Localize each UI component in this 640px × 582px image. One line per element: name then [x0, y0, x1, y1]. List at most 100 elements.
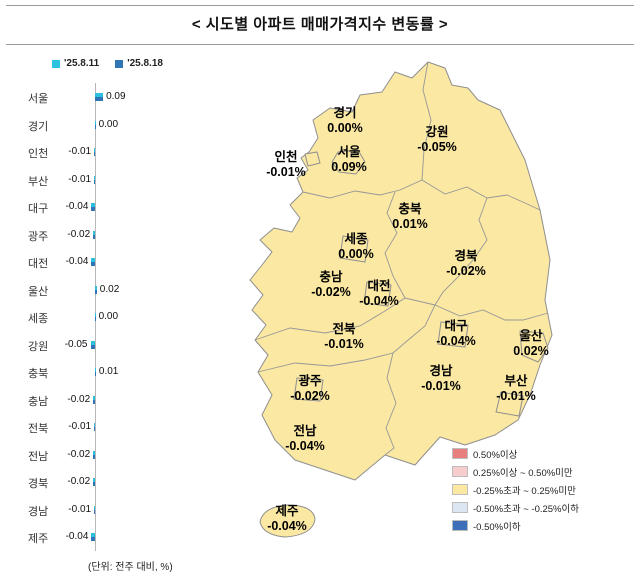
bar-prev-week: [94, 505, 95, 510]
map-label: 경북 -0.02%: [446, 249, 486, 279]
bar-region-label: 대구: [28, 203, 49, 215]
map-border-gyeonggi-south: [302, 179, 423, 199]
map-region-name: 광주: [298, 374, 322, 388]
bar-prev-week: [93, 478, 95, 482]
bar-value-label: 0.01: [98, 366, 119, 377]
bar-prev-week: [91, 258, 95, 262]
bar-value-label: 0.09: [106, 91, 126, 102]
bar-value-label: -0.02: [67, 228, 91, 240]
legend-label: '25.8.18: [127, 58, 163, 69]
map-label: 제주 -0.04%: [267, 504, 307, 534]
bar-current-week: [95, 372, 96, 376]
map-region-value: -0.04%: [267, 519, 307, 533]
map-region-name: 경북: [454, 249, 478, 263]
bar-region-label: 대전: [28, 258, 49, 270]
top-divider: [6, 5, 634, 6]
bar-prev-week: [95, 120, 96, 125]
map-region-daejeon: [363, 281, 392, 307]
map-label: 충남 -0.02%: [311, 270, 351, 300]
bar-row: 세종 0.00: [25, 85, 215, 557]
bar-prev-week: [94, 175, 95, 180]
map-region-name: 강원: [425, 125, 449, 139]
bar-row: 경기 0.00: [25, 85, 215, 557]
bar-row: 대구 -0.04: [25, 85, 215, 557]
bar-prev-week: [94, 423, 95, 427]
map-region-name: 제주: [275, 504, 299, 518]
legend-swatch: [452, 502, 468, 513]
bar-current-week: [93, 454, 95, 459]
map-label: 경기 0.00%: [327, 106, 362, 136]
bar-value-label: -0.01: [68, 146, 92, 157]
map-region-value: -0.02%: [446, 264, 486, 278]
bar-current-week: [95, 97, 104, 101]
title-divider: [6, 44, 634, 45]
bar-current-week: [95, 289, 97, 294]
legend-swatch: [452, 466, 468, 477]
map-border-gyeongnam-west: [384, 304, 436, 456]
map-region-jeju: [259, 504, 316, 538]
bar-value-label: -0.01: [68, 503, 92, 515]
bar-current-week: [95, 124, 96, 129]
map-label: 대구 -0.04%: [436, 319, 476, 349]
bar-region-label: 경남: [28, 505, 49, 518]
map-legend-item: -0.25%초과 ~ 0.25%미만: [452, 484, 579, 497]
legend-label: 0.50%이상: [473, 449, 518, 461]
map-region-value: -0.01%: [421, 379, 461, 393]
map-region-name: 전남: [293, 424, 317, 438]
map-label: 전북 -0.01%: [324, 322, 364, 352]
legend-swatch: [452, 484, 468, 495]
bar-prev-week: [90, 340, 95, 345]
map-region-value: -0.01%: [496, 389, 536, 403]
legend-label: -0.50%이하: [473, 521, 521, 533]
legend-swatch: [115, 59, 124, 68]
map-border-gyeongbuk-gyeongnam: [434, 304, 549, 321]
bar-row: 인천 -0.01: [25, 85, 215, 557]
map-region-name: 전북: [332, 322, 356, 336]
bar-row: 경북 -0.02: [25, 85, 215, 557]
bar-region-label: 제주: [28, 533, 49, 545]
bar-row: 광주 -0.02: [25, 85, 215, 557]
map-region-name: 인천: [274, 150, 298, 164]
map-label: 전남 -0.04%: [285, 424, 325, 454]
map-region-name: 경남: [429, 364, 453, 378]
bar-prev-week: [93, 395, 95, 400]
map-label: 강원 -0.05%: [417, 125, 457, 155]
map-legend: 0.50%이상 0.25%이상 ~ 0.50%미만 -0.25%초과 ~ 0.25%…: [452, 448, 579, 538]
map-region-name: 대전: [367, 279, 391, 293]
map-label: 부산 -0.01%: [496, 374, 536, 404]
legend-label: -0.25%초과 ~ 0.25%미만: [473, 485, 576, 497]
map-region-seoul: [331, 149, 366, 175]
bar-current-week: [93, 399, 95, 404]
bar-row: 대전 -0.04: [25, 85, 215, 557]
legend-label: 0.25%이상 ~ 0.50%미만: [473, 467, 573, 479]
map-mainland: [249, 61, 553, 481]
bar-row: 서울 0.09: [25, 85, 215, 557]
unit-note: (단위: 전주 대비, %): [88, 562, 173, 573]
korea-map: 경기 0.00% 강원 -0.05% 인천 -0.01% 서울 0.09% 충북 0.01% 세종 0…: [235, 48, 587, 570]
bar-value-label: -0.05: [64, 338, 88, 350]
legend-swatch: [452, 448, 468, 459]
bar-region-label: 울산: [28, 285, 49, 298]
bar-current-week: [91, 207, 95, 211]
bar-current-week: [95, 317, 96, 321]
map-region-daegu: [437, 321, 469, 348]
map-region-name: 울산: [519, 329, 543, 343]
bar-prev-week: [93, 450, 95, 455]
bar-row: 전북 -0.01: [25, 85, 215, 557]
map-region-value: 0.00%: [327, 121, 363, 135]
bar-row: 전남 -0.02: [25, 85, 215, 557]
map-region-value: -0.02%: [290, 389, 330, 403]
legend-label: -0.50%초과 ~ -0.25%이하: [473, 503, 579, 515]
map-region-name: 충북: [398, 202, 422, 216]
map-region-value: -0.05%: [417, 140, 457, 154]
bar-prev-week: [95, 93, 104, 97]
bar-value-label: -0.01: [68, 421, 92, 432]
bar-value-label: -0.02: [67, 448, 91, 460]
bar-prev-week: [91, 533, 95, 537]
map-label: 울산 0.02%: [513, 329, 548, 359]
map-region-ulsan: [519, 330, 549, 363]
map-legend-item: -0.50%이하: [452, 520, 579, 533]
map-region-busan: [495, 391, 524, 417]
bar-row: 강원 -0.05: [25, 85, 215, 557]
bar-current-week: [91, 537, 95, 541]
